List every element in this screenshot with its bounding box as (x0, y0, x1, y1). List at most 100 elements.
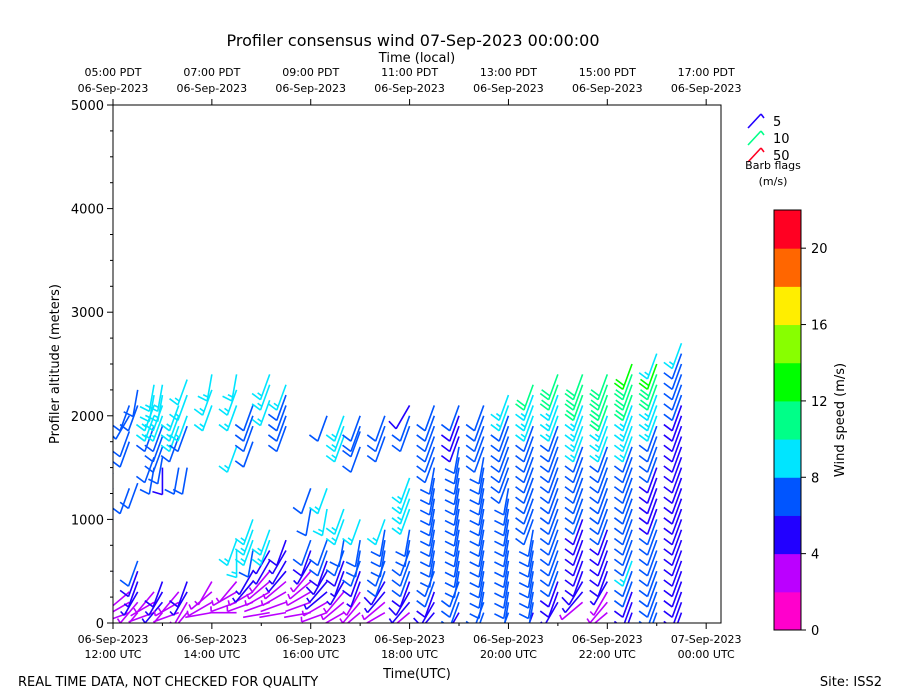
barb-flag (613, 382, 624, 391)
barb-flag (494, 613, 505, 620)
colorbar-tick-label: 8 (811, 471, 819, 486)
wind-barb (564, 446, 584, 473)
wind-barb (416, 456, 436, 484)
barb-flag (663, 610, 673, 618)
wind-barb (465, 446, 485, 473)
barb-flag (663, 600, 673, 608)
barb-flag (539, 527, 550, 536)
barb-shaft (350, 446, 361, 473)
barb-flag (419, 499, 430, 506)
barb-flag (613, 506, 624, 515)
barb-flag (564, 486, 574, 494)
barb-flag (615, 378, 625, 387)
barb-shaft (346, 612, 361, 623)
barb-shaft (350, 581, 361, 608)
colorbar-segment (774, 248, 801, 287)
barb-flag (539, 548, 550, 556)
wind-barb (365, 611, 386, 623)
barb-flag (391, 517, 401, 525)
barb-flag (640, 389, 650, 397)
barb-flag (613, 589, 624, 598)
barb-flag (197, 395, 208, 402)
x-tick-label-date: 06-Sep-2023 (473, 633, 544, 646)
barb-flag (444, 530, 455, 537)
wind-barb (490, 394, 510, 422)
barb-shaft (572, 488, 584, 514)
barb-flag (539, 423, 550, 432)
barb-flag (638, 579, 648, 587)
barb-shaft (646, 539, 658, 566)
wind-barb (211, 591, 237, 607)
barb-shaft (502, 591, 510, 619)
barb-flag (469, 571, 480, 578)
barb-shaft (561, 601, 584, 621)
wind-barb (564, 560, 584, 587)
barb-flag (613, 475, 624, 484)
barb-half-flag (144, 610, 150, 616)
barb-flag (638, 465, 648, 473)
barb-half-flag (116, 618, 122, 623)
barb-shaft (502, 550, 510, 578)
barb-half-flag (257, 402, 263, 407)
wind-barb (325, 519, 345, 546)
barb-shaft (197, 581, 213, 606)
barb-shaft (502, 571, 510, 598)
wind-barb (218, 405, 238, 432)
wind-barb (494, 581, 510, 609)
barb-flag (490, 455, 500, 463)
barb-half-flag (199, 407, 205, 413)
barb-shaft (671, 550, 683, 577)
barb-shaft (671, 529, 683, 556)
wind-barb (218, 389, 238, 416)
wind-barb (494, 550, 510, 578)
wind-barb (234, 529, 254, 556)
barb-flag (391, 506, 401, 515)
barb-shaft (547, 488, 559, 514)
wind-barb (518, 550, 534, 578)
barb-flag (564, 423, 574, 432)
barb-shaft (152, 581, 164, 608)
barb-half-flag (224, 557, 230, 563)
barb-shaft (572, 446, 584, 473)
barb-half-flag (273, 402, 279, 407)
barb-flag (494, 582, 505, 589)
barb-half-flag (314, 506, 320, 511)
barb-half-flag (235, 590, 240, 596)
barb-shaft (181, 467, 188, 495)
barb-flag (416, 465, 426, 473)
wind-barb (613, 436, 633, 463)
barb-shaft (424, 425, 436, 452)
barb-shaft (354, 539, 361, 567)
barb-half-flag (246, 593, 250, 600)
wind-barb (586, 601, 608, 623)
barb-shaft (395, 405, 411, 430)
barb-shaft (673, 602, 683, 623)
barb-shaft (502, 508, 510, 536)
wind-barb (308, 488, 328, 515)
legend-label: 10 (773, 132, 790, 147)
wind-barb (515, 405, 534, 432)
barb-shaft (523, 519, 534, 546)
barb-flag (370, 561, 381, 568)
wind-barb (444, 477, 460, 506)
y-axis-label: Profiler altitude (meters) (48, 284, 63, 444)
wind-barb (267, 394, 287, 422)
wind-barb (494, 498, 510, 526)
barb-flag (638, 537, 648, 546)
barb-flag (663, 506, 673, 515)
barb-flag (515, 537, 525, 546)
barb-flag (234, 423, 245, 432)
barb-flag (638, 620, 643, 623)
wind-barb (638, 405, 658, 432)
wind-barb (539, 550, 559, 577)
barb-flag (494, 530, 505, 537)
barb-flag (539, 392, 550, 401)
barb-flag (325, 579, 336, 587)
barb-half-flag (174, 397, 180, 402)
wind-barb (289, 570, 312, 593)
barb-shaft (547, 570, 559, 597)
barb-flag (613, 548, 624, 556)
barb-flag (391, 579, 401, 587)
barb-shaft (329, 581, 345, 606)
barb-half-flag (331, 433, 337, 439)
